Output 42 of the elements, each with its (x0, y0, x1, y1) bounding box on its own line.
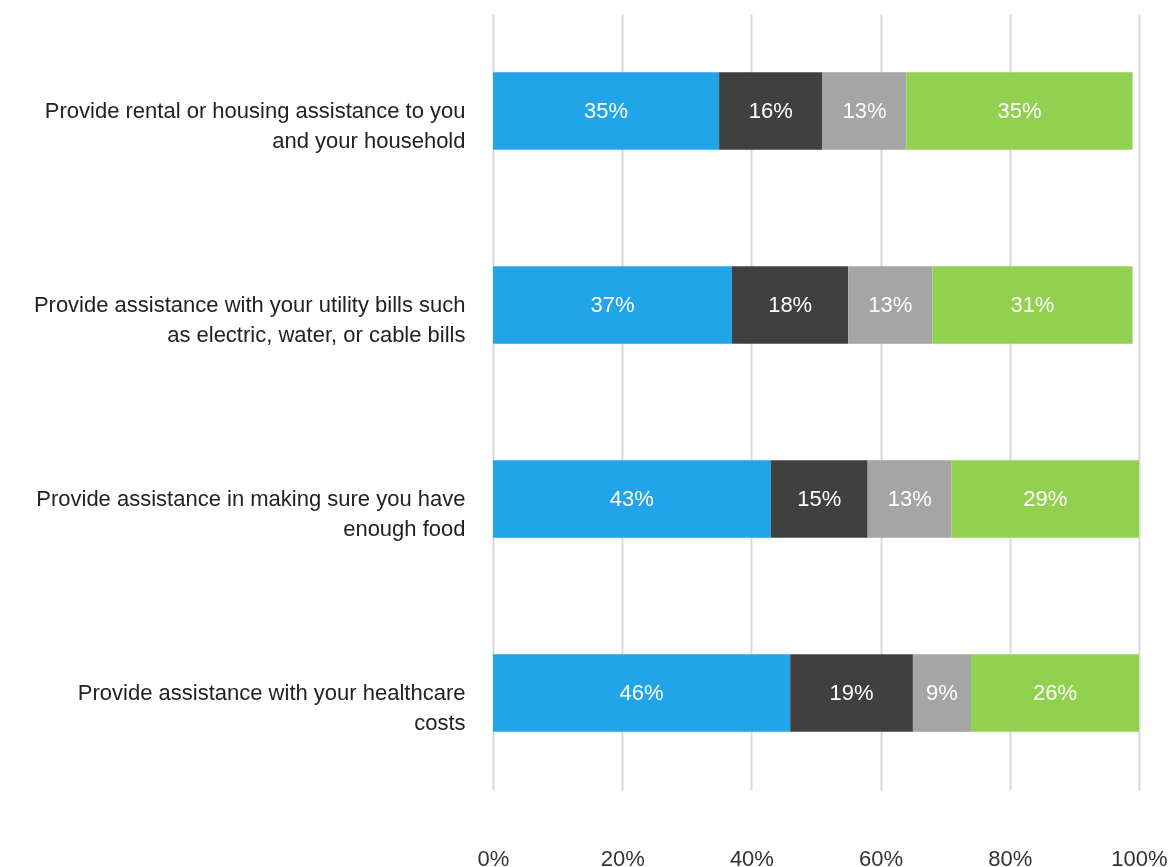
y-tick-label: Provide assistance with your utility bills such as electric, water, or cable bills (33, 292, 466, 347)
bar (822, 72, 907, 150)
x-tick-label: 60% (859, 845, 904, 867)
data-label: 15% (797, 486, 842, 511)
bar (912, 654, 972, 732)
x-tick-label: 100% (1111, 845, 1168, 867)
data-label: 26% (1033, 680, 1078, 705)
bar (493, 72, 720, 150)
bar (790, 654, 913, 732)
bar (906, 72, 1133, 150)
bar (719, 72, 823, 150)
data-label: 29% (1023, 486, 1068, 511)
y-tick-label: Provide assistance in making sure you have enough food (36, 486, 466, 541)
y-tick-label: Provide rental or housing assistance to you and your household (44, 98, 466, 153)
data-label: 46% (619, 680, 664, 705)
bar (848, 266, 933, 344)
data-label: 13% (887, 486, 932, 511)
data-label: 35% (997, 98, 1042, 123)
data-label: 13% (868, 292, 913, 317)
bar (493, 266, 733, 344)
y-tick-label: Provide assistance with your healthcare costs (77, 680, 466, 735)
bar (770, 460, 868, 538)
bar (951, 460, 1139, 538)
bar (493, 654, 791, 732)
bar (867, 460, 952, 538)
bar (732, 266, 849, 344)
x-tick-label: 80% (988, 845, 1033, 867)
data-label: 13% (842, 98, 887, 123)
data-label: 16% (748, 98, 793, 123)
bar (932, 266, 1133, 344)
x-tick-label: 40% (729, 845, 774, 867)
data-label: 31% (1010, 292, 1055, 317)
data-label: 37% (590, 292, 635, 317)
data-label: 9% (926, 680, 958, 705)
x-tick-label: 20% (600, 845, 645, 867)
bar (493, 460, 771, 538)
data-label: 18% (768, 292, 813, 317)
data-label: 19% (829, 680, 874, 705)
data-label: 43% (609, 486, 654, 511)
bar (971, 654, 1139, 732)
data-label: 35% (584, 98, 629, 123)
x-tick-label: 0% (477, 845, 510, 867)
